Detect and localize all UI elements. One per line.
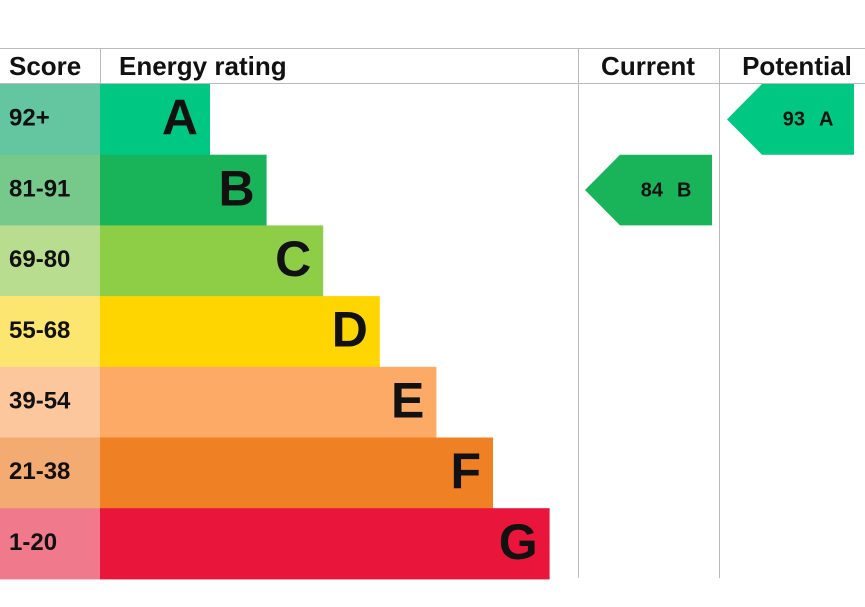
potential-arrow — [727, 84, 854, 155]
score-cell — [0, 225, 100, 297]
current-value: 84 — [641, 179, 664, 201]
rating-bar — [100, 508, 550, 580]
score-label: 69-80 — [9, 246, 70, 273]
score-header: Score — [9, 51, 81, 81]
score-cell — [0, 296, 100, 368]
current-letter: B — [677, 179, 691, 201]
potential-letter: A — [819, 109, 833, 131]
band-letter: F — [450, 443, 481, 499]
score-label: 81-91 — [9, 175, 70, 202]
current-header: Current — [601, 51, 695, 81]
score-label: 21-38 — [9, 458, 70, 485]
score-cell — [0, 154, 100, 226]
rating-bar — [100, 296, 380, 368]
rating-bar — [100, 437, 493, 509]
band-letter: C — [275, 231, 311, 287]
score-label: 55-68 — [9, 317, 70, 344]
rating-bar — [100, 225, 324, 297]
rating-bar — [100, 154, 267, 226]
score-cell — [0, 366, 100, 438]
score-cell — [0, 84, 100, 156]
band-letter: D — [332, 302, 368, 358]
band-letter: E — [391, 372, 424, 428]
rating-bar — [100, 84, 210, 156]
band-letter: G — [499, 514, 538, 570]
current-arrow — [585, 154, 712, 226]
score-label: 39-54 — [9, 387, 71, 414]
band-letter: A — [162, 90, 198, 146]
score-cell — [0, 437, 100, 509]
score-label: 1-20 — [9, 529, 57, 556]
potential-header: Potential — [742, 51, 852, 81]
rating-header: Energy rating — [119, 51, 287, 81]
rating-bar — [100, 366, 437, 438]
score-label: 92+ — [9, 105, 50, 132]
band-letter: B — [218, 160, 254, 216]
potential-value: 93 — [783, 109, 805, 131]
score-cell — [0, 508, 100, 580]
